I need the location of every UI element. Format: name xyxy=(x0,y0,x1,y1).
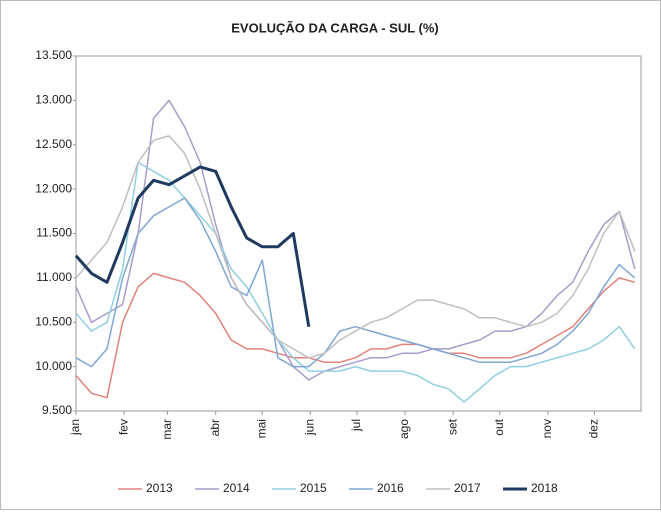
series-line xyxy=(75,272,636,399)
y-tick-label: 12.500 xyxy=(35,137,72,151)
x-tick-label: dez xyxy=(587,419,601,438)
legend-label: 2017 xyxy=(454,481,481,495)
y-tick-label: 11.500 xyxy=(36,226,72,240)
x-tick-label: set xyxy=(445,418,459,435)
y-tick-label: 11.000 xyxy=(36,270,72,284)
x-tick-label: mai xyxy=(254,419,268,438)
y-tick-label: 12.000 xyxy=(35,181,72,195)
chart-title: EVOLUÇÃO DA CARGA - SUL (%) xyxy=(231,20,439,35)
legend-label: 2015 xyxy=(300,481,327,495)
series-line xyxy=(74,165,311,327)
x-tick-label: ago xyxy=(397,419,411,439)
x-tick-label: nov xyxy=(540,419,554,438)
y-tick-label: 10.500 xyxy=(35,314,72,328)
y-tick-label: 9.500 xyxy=(42,403,72,417)
x-tick-label: jan xyxy=(68,419,82,436)
x-tick-label: mar xyxy=(160,419,174,440)
legend-label: 2016 xyxy=(377,481,404,495)
y-tick-label: 10.000 xyxy=(35,359,72,373)
x-tick-label: jun xyxy=(303,419,317,436)
x-tick-label: jul xyxy=(349,419,363,432)
series-line xyxy=(75,99,636,381)
series-line xyxy=(75,135,636,359)
y-tick-label: 13.500 xyxy=(35,48,72,62)
y-tick-label: 13.000 xyxy=(35,93,72,107)
x-tick-label: abr xyxy=(208,419,222,436)
series-line xyxy=(75,197,636,368)
legend-label: 2014 xyxy=(223,481,250,495)
x-tick-label: fev xyxy=(116,419,130,435)
legend-label: 2018 xyxy=(531,481,558,495)
x-tick-label: out xyxy=(492,418,506,435)
legend-label: 2013 xyxy=(146,481,173,495)
series-line xyxy=(75,161,636,403)
